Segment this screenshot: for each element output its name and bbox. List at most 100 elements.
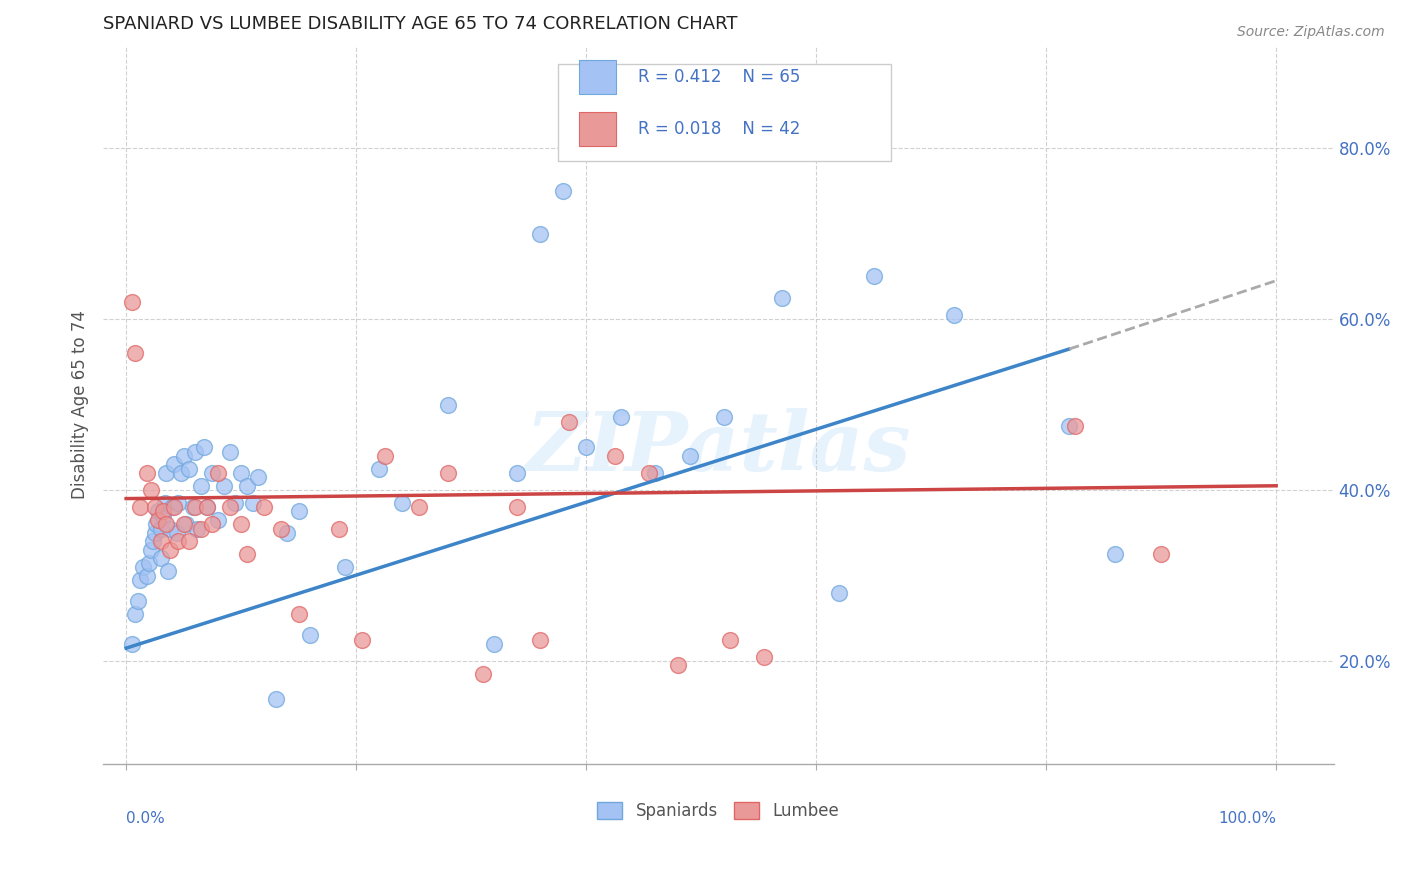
- Point: [193, 440, 215, 454]
- Point: [181, 500, 204, 515]
- Point: [159, 542, 181, 557]
- Point: [609, 410, 631, 425]
- Point: [713, 410, 735, 425]
- Point: [350, 632, 373, 647]
- Point: [129, 573, 152, 587]
- Point: [666, 658, 689, 673]
- Point: [152, 508, 174, 523]
- Point: [159, 521, 181, 535]
- Point: [678, 449, 700, 463]
- Point: [148, 504, 170, 518]
- Text: Source: ZipAtlas.com: Source: ZipAtlas.com: [1237, 25, 1385, 39]
- Point: [170, 466, 193, 480]
- Text: SPANIARD VS LUMBEE DISABILITY AGE 65 TO 74 CORRELATION CHART: SPANIARD VS LUMBEE DISABILITY AGE 65 TO …: [103, 15, 738, 33]
- Point: [135, 466, 157, 480]
- Point: [770, 291, 793, 305]
- Point: [1150, 547, 1173, 561]
- Point: [163, 458, 186, 472]
- Point: [201, 517, 224, 532]
- Text: R = 0.018    N = 42: R = 0.018 N = 42: [638, 120, 801, 138]
- Point: [553, 184, 575, 198]
- Point: [121, 637, 143, 651]
- Point: [1063, 419, 1085, 434]
- Point: [529, 227, 551, 241]
- FancyBboxPatch shape: [579, 112, 616, 146]
- Point: [156, 564, 179, 578]
- Point: [1104, 547, 1126, 561]
- Point: [644, 466, 666, 480]
- Point: [328, 521, 350, 535]
- Point: [143, 525, 166, 540]
- Text: R = 0.412    N = 65: R = 0.412 N = 65: [638, 69, 801, 87]
- Point: [638, 466, 661, 480]
- Point: [149, 551, 172, 566]
- Point: [138, 556, 160, 570]
- Point: [224, 496, 246, 510]
- Point: [160, 500, 183, 515]
- Point: [207, 513, 229, 527]
- Point: [127, 594, 149, 608]
- Point: [437, 466, 460, 480]
- Point: [236, 479, 259, 493]
- Point: [253, 500, 276, 515]
- Point: [287, 607, 309, 621]
- Point: [152, 504, 174, 518]
- Point: [145, 517, 167, 532]
- Text: 100.0%: 100.0%: [1218, 811, 1277, 825]
- Point: [437, 398, 460, 412]
- Point: [506, 500, 529, 515]
- Point: [173, 449, 195, 463]
- Point: [374, 449, 396, 463]
- FancyBboxPatch shape: [558, 63, 890, 161]
- Point: [190, 521, 212, 535]
- Text: ZIPatlas: ZIPatlas: [526, 408, 911, 488]
- Point: [173, 517, 195, 532]
- Point: [129, 500, 152, 515]
- Point: [207, 466, 229, 480]
- Point: [124, 607, 146, 621]
- Point: [276, 525, 298, 540]
- Point: [264, 692, 287, 706]
- Point: [121, 295, 143, 310]
- Point: [718, 632, 741, 647]
- Point: [529, 632, 551, 647]
- Point: [163, 500, 186, 515]
- Point: [391, 496, 413, 510]
- Y-axis label: Disability Age 65 to 74: Disability Age 65 to 74: [72, 310, 89, 499]
- Point: [862, 269, 884, 284]
- Point: [299, 628, 322, 642]
- Point: [184, 444, 207, 458]
- Legend: Spaniards, Lumbee: Spaniards, Lumbee: [598, 802, 839, 820]
- Point: [1057, 419, 1080, 434]
- Point: [218, 444, 240, 458]
- Point: [482, 637, 505, 651]
- Point: [231, 517, 253, 532]
- Point: [186, 521, 208, 535]
- Point: [142, 534, 165, 549]
- Point: [190, 479, 212, 493]
- Point: [149, 521, 172, 535]
- Point: [155, 517, 177, 532]
- Point: [148, 513, 170, 527]
- Point: [242, 496, 264, 510]
- Point: [132, 560, 155, 574]
- Point: [195, 500, 218, 515]
- Point: [236, 547, 259, 561]
- Point: [368, 461, 391, 475]
- Point: [558, 415, 581, 429]
- Point: [155, 496, 177, 510]
- Point: [166, 525, 188, 540]
- Point: [754, 649, 776, 664]
- Point: [184, 500, 207, 515]
- Point: [333, 560, 356, 574]
- Point: [287, 504, 309, 518]
- Point: [270, 521, 292, 535]
- Point: [135, 568, 157, 582]
- Point: [408, 500, 430, 515]
- Point: [575, 440, 598, 454]
- Point: [143, 500, 166, 515]
- Point: [506, 466, 529, 480]
- Point: [167, 534, 190, 549]
- Point: [174, 517, 197, 532]
- Text: 0.0%: 0.0%: [127, 811, 165, 825]
